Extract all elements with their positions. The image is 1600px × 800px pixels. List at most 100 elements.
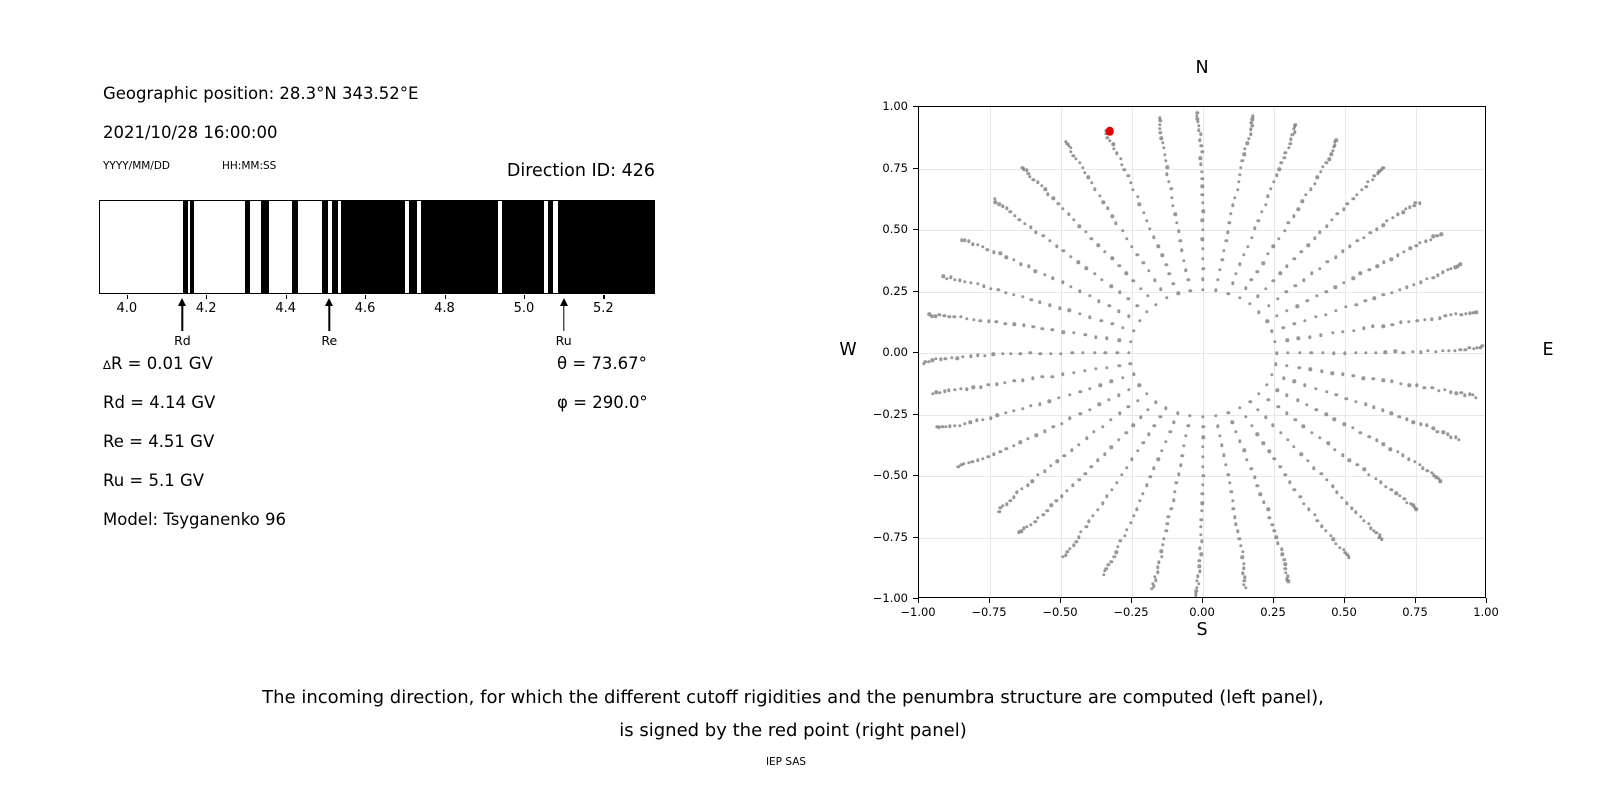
direction-dot [1079, 530, 1083, 534]
direction-dot [1334, 393, 1338, 397]
direction-dot [1129, 181, 1133, 185]
direction-dot [1005, 206, 1009, 210]
direction-dot [1127, 388, 1131, 392]
direction-dot [1049, 503, 1053, 507]
direction-dot [1105, 336, 1109, 341]
direction-dot [981, 284, 986, 288]
direction-dot [1201, 473, 1205, 478]
direction-dot [1385, 218, 1389, 223]
direction-dot [997, 509, 1002, 514]
direction-dot [1127, 351, 1131, 355]
direction-dot [1013, 214, 1017, 218]
direction-dot [1291, 214, 1296, 218]
direction-dot [1383, 350, 1387, 355]
direction-dot [1138, 499, 1142, 503]
direction-dot [1390, 322, 1394, 327]
direction-dot [1375, 227, 1379, 232]
direction-dot [1331, 145, 1336, 149]
caption-line-2: is signed by the red point (right panel) [619, 720, 967, 741]
direction-dot [975, 418, 979, 423]
direction-dot [1319, 472, 1323, 476]
direction-dot [1088, 407, 1092, 412]
direction-dot [1341, 329, 1345, 334]
direction-dot [1286, 351, 1290, 355]
direction-dot [1284, 290, 1289, 294]
direction-dot [1380, 167, 1384, 172]
direction-dot [1154, 400, 1158, 404]
direction-dot [1258, 492, 1263, 496]
direction-dot [1029, 298, 1033, 302]
direction-dot [1104, 566, 1108, 571]
direction-dot [1025, 524, 1029, 529]
direction-dot [975, 353, 980, 358]
direction-dot [1295, 398, 1300, 402]
direction-dot [1050, 374, 1055, 379]
direction-dot [1230, 420, 1235, 424]
direction-dot [1330, 331, 1335, 335]
direction-dot [1324, 224, 1329, 228]
direction-dot [1087, 315, 1092, 320]
direction-dot [1284, 411, 1289, 416]
direction-dot [1089, 237, 1094, 241]
direction-dot [1418, 241, 1422, 245]
direction-dot [1154, 303, 1158, 307]
delta-symbol: ∆ [103, 358, 111, 372]
direction-dot [1181, 258, 1186, 263]
direction-dot [1231, 499, 1235, 503]
direction-dot [1318, 266, 1322, 271]
penumbra-band [548, 201, 554, 293]
direction-dot [1326, 441, 1330, 446]
direction-dot [1156, 244, 1160, 248]
direction-dot [1055, 459, 1060, 464]
direction-dot [1106, 206, 1110, 210]
direction-dot [1304, 193, 1308, 197]
direction-dot [1391, 216, 1395, 220]
direction-dot [1069, 254, 1073, 259]
direction-dot [1270, 372, 1274, 377]
direction-dot [1293, 130, 1297, 135]
direction-dot [1145, 407, 1150, 412]
direction-dot [938, 391, 942, 395]
direction-dot [1302, 501, 1306, 506]
gridline-vertical [1274, 107, 1275, 597]
direction-dot [1038, 402, 1042, 406]
direction-dot [1114, 550, 1118, 554]
direction-dot [953, 388, 957, 392]
gridline-vertical [990, 107, 991, 597]
direction-dot [1249, 467, 1253, 471]
direction-dot [1141, 441, 1145, 445]
direction-dot [1439, 232, 1444, 237]
direction-dot [1230, 281, 1235, 286]
direction-dot [1162, 537, 1166, 541]
direction-dot [1467, 311, 1472, 316]
y-tick-mark [913, 167, 918, 169]
direction-dot [1128, 362, 1132, 366]
direction-dot [1242, 582, 1246, 587]
direction-dot [1200, 501, 1205, 505]
direction-dot [1364, 184, 1368, 189]
direction-dot [1072, 218, 1076, 222]
direction-dot [1028, 404, 1033, 408]
direction-dot [1341, 280, 1346, 285]
direction-dot [985, 247, 989, 252]
direction-dot [1034, 433, 1038, 437]
info-line: Ru = 5.1 GV [103, 471, 205, 490]
direction-dot [1345, 553, 1349, 557]
direction-dot [1458, 348, 1462, 352]
direction-dot [1161, 141, 1165, 145]
direction-dot [1117, 290, 1122, 295]
direction-dot [1396, 450, 1400, 454]
direction-dot [1325, 260, 1330, 264]
direction-dot [1394, 491, 1398, 496]
direction-dot [1114, 221, 1118, 226]
axis-tick [523, 295, 526, 299]
direction-dot [1026, 483, 1030, 488]
direction-dot [1381, 378, 1386, 382]
x-tick-mark [1415, 598, 1417, 603]
direction-dot [1467, 392, 1472, 396]
direction-dot [949, 355, 954, 360]
direction-dot [934, 357, 938, 361]
direction-dot [1171, 281, 1176, 286]
direction-dot [1092, 271, 1097, 276]
direction-dot [942, 313, 947, 318]
